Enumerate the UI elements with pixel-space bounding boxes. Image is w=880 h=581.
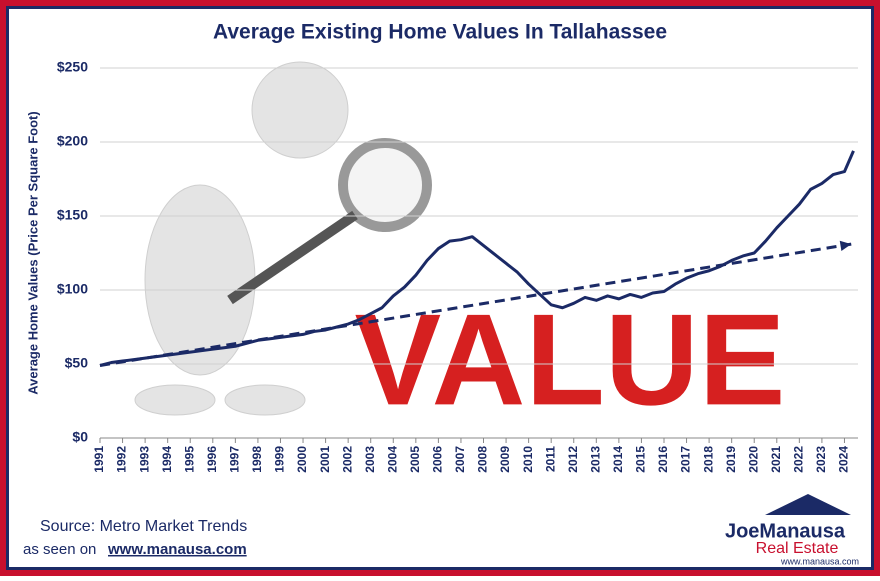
x-tick-label: 2010 (521, 446, 535, 473)
x-tick-label: 2008 (476, 446, 490, 473)
x-tick-label: 2002 (340, 446, 354, 473)
trend-arrowhead (839, 240, 852, 251)
x-tick-label: 2015 (634, 446, 648, 473)
x-tick-label: 2016 (656, 446, 670, 473)
x-tick-label: 2005 (408, 446, 422, 473)
x-tick-label: 1999 (273, 446, 287, 473)
x-tick-label: 2024 (837, 446, 851, 473)
x-tick-label: 2000 (295, 446, 309, 473)
x-tick-label: 2021 (769, 446, 783, 473)
x-tick-label: 2020 (746, 446, 760, 473)
background-text: VALUE (355, 286, 786, 432)
x-tick-label: 1992 (115, 446, 129, 473)
y-tick-label: $150 (57, 207, 88, 223)
x-tick-label: 2014 (611, 446, 625, 473)
illustration (134, 61, 432, 416)
y-tick-label: $0 (72, 429, 88, 445)
y-tick-label: $200 (57, 133, 88, 149)
chart-title: Average Existing Home Values In Tallahas… (213, 21, 667, 44)
x-tick-label: 2004 (385, 446, 399, 473)
logo-name: JoeManausa (725, 520, 846, 542)
x-tick-label: 2011 (543, 446, 557, 472)
x-tick-label: 2006 (431, 446, 445, 473)
x-tick-label: 2022 (792, 446, 806, 473)
x-tick-label: 1997 (228, 446, 242, 473)
y-tick-label: $250 (57, 59, 88, 75)
x-tick-label: 2007 (453, 446, 467, 473)
x-tick-label: 2017 (679, 446, 693, 473)
y-tick-label: $50 (65, 355, 89, 371)
x-tick-label: 2023 (814, 446, 828, 473)
y-axis-label: Average Home Values (Price Per Square Fo… (25, 111, 40, 394)
y-tick-label: $100 (57, 281, 88, 297)
x-tick-label: 2003 (363, 446, 377, 473)
x-tick-label: 2018 (701, 446, 715, 473)
seen-on: as seen on (23, 541, 96, 558)
series-line (99, 150, 855, 367)
x-tick-label: 1996 (205, 446, 219, 473)
logo-roof (765, 494, 851, 515)
x-tick-label: 1998 (250, 446, 264, 473)
x-tick-label: 2013 (588, 446, 602, 473)
x-tick-label: 2009 (498, 446, 512, 473)
x-tick-label: 1993 (137, 446, 151, 473)
x-tick-label: 2019 (724, 446, 738, 473)
seen-on-url[interactable]: www.manausa.com (107, 541, 247, 558)
x-tick-label: 2012 (566, 446, 580, 473)
logo-url: www.manausa.com (780, 556, 859, 566)
x-tick-label: 1995 (182, 446, 196, 473)
logo-sub: Real Estate (756, 540, 839, 557)
x-tick-label: 2001 (318, 446, 332, 473)
x-tick-label: 1991 (92, 446, 106, 473)
x-tick-label: 1994 (160, 446, 174, 473)
source: Source: Metro Market Trends (40, 518, 247, 535)
